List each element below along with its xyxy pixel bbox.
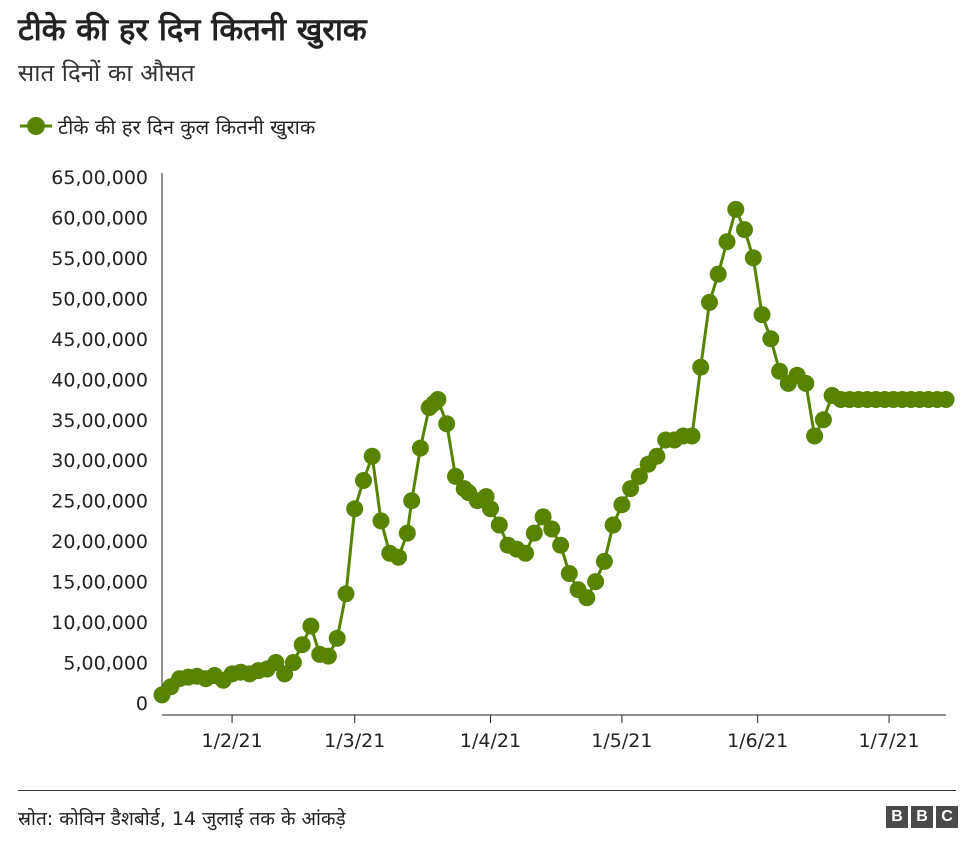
bbc-logo: B B C xyxy=(886,806,958,828)
data-point xyxy=(390,548,407,566)
data-point xyxy=(411,439,429,457)
data-point xyxy=(701,293,718,311)
data-point xyxy=(284,654,302,671)
data-point xyxy=(438,415,456,433)
data-point xyxy=(613,496,631,514)
data-point xyxy=(622,480,640,498)
data-point xyxy=(630,467,648,485)
x-tick-label: 1/4/21 xyxy=(460,730,521,752)
data-point xyxy=(718,233,736,251)
data-point xyxy=(604,516,622,534)
data-point xyxy=(398,524,416,542)
data-point xyxy=(578,589,596,607)
y-tick-label: 35,00,000 xyxy=(51,410,148,432)
data-point xyxy=(517,544,534,562)
x-tick-label: 1/3/21 xyxy=(324,730,385,752)
data-point xyxy=(727,200,745,218)
data-point xyxy=(753,306,771,324)
data-point xyxy=(447,467,464,485)
series-polyline xyxy=(160,207,946,697)
footer-divider xyxy=(18,790,956,791)
data-point xyxy=(302,617,320,635)
data-point xyxy=(403,492,421,510)
data-point xyxy=(534,508,552,526)
bbc-logo-letter: C xyxy=(936,806,958,828)
data-point xyxy=(683,427,701,445)
series-line xyxy=(160,207,946,697)
data-point xyxy=(552,536,570,554)
y-tick-label: 30,00,000 xyxy=(51,450,148,472)
data-point xyxy=(372,512,390,530)
x-axis: 1/2/21 1/3/21 1/4/21 1/5/21 1/6/21 1/7/21 xyxy=(162,714,946,752)
y-tick-label: 65,00,000 xyxy=(51,167,148,189)
x-tick-label: 1/7/21 xyxy=(858,730,919,752)
data-point xyxy=(736,221,753,239)
data-point xyxy=(337,585,355,603)
circle-marker-icon xyxy=(20,117,52,135)
bbc-logo-letter: B xyxy=(886,806,908,828)
y-tick-label: 5,00,000 xyxy=(63,653,148,675)
y-tick-label: 20,00,000 xyxy=(51,531,148,553)
line-chart: 0 5,00,000 10,00,000 15,00,000 20,00,000 25,0… xyxy=(51,167,955,752)
data-point xyxy=(762,330,780,348)
data-point xyxy=(587,573,605,591)
x-tick-label: 1/5/21 xyxy=(591,730,652,752)
data-point xyxy=(648,447,666,465)
y-tick-label: 10,00,000 xyxy=(51,612,148,634)
data-point xyxy=(771,362,789,380)
data-point xyxy=(319,647,337,665)
bbc-logo-letter: B xyxy=(911,806,933,828)
data-point xyxy=(560,565,578,582)
y-tick-label: 25,00,000 xyxy=(51,491,148,513)
legend: टीके की हर दिन कुल कितनी खुराक xyxy=(18,112,315,140)
data-point xyxy=(806,427,824,445)
data-point xyxy=(482,500,499,518)
data-point xyxy=(328,629,346,647)
data-point xyxy=(363,447,381,465)
y-tick-label: 0 xyxy=(136,693,148,715)
source-note: स्रोत: कोविन डैशबोर्ड, 14 जुलाई तक के आं… xyxy=(18,808,346,830)
data-point xyxy=(355,472,372,489)
series-points xyxy=(153,200,955,704)
x-tick-label: 1/6/21 xyxy=(727,730,788,752)
data-point xyxy=(595,552,613,570)
y-tick-label: 60,00,000 xyxy=(51,207,148,229)
y-tick-label: 55,00,000 xyxy=(51,248,148,270)
y-tick-label: 15,00,000 xyxy=(51,572,148,594)
x-tick-label: 1/2/21 xyxy=(202,730,263,752)
y-axis: 0 5,00,000 10,00,000 15,00,000 20,00,000 25,0… xyxy=(51,167,163,715)
data-point xyxy=(346,500,364,518)
y-tick-label: 40,00,000 xyxy=(51,369,148,391)
chart-subtitle: सात दिनों का औसत xyxy=(18,59,195,87)
data-point xyxy=(709,265,727,283)
data-point xyxy=(692,358,710,376)
data-point xyxy=(937,391,955,408)
data-point xyxy=(293,636,311,654)
data-point xyxy=(525,524,543,542)
data-point xyxy=(490,516,508,534)
data-point xyxy=(797,374,815,392)
data-point xyxy=(744,249,762,267)
legend-label: टीके की हर दिन कुल कितनी खुराक xyxy=(58,114,316,139)
data-point xyxy=(429,391,447,408)
y-tick-label: 45,00,000 xyxy=(51,329,148,351)
y-tick-label: 50,00,000 xyxy=(51,288,148,310)
chart-title: टीके की हर दिन कितनी खुराक xyxy=(18,12,367,48)
data-point xyxy=(543,520,561,538)
data-point xyxy=(814,411,832,429)
